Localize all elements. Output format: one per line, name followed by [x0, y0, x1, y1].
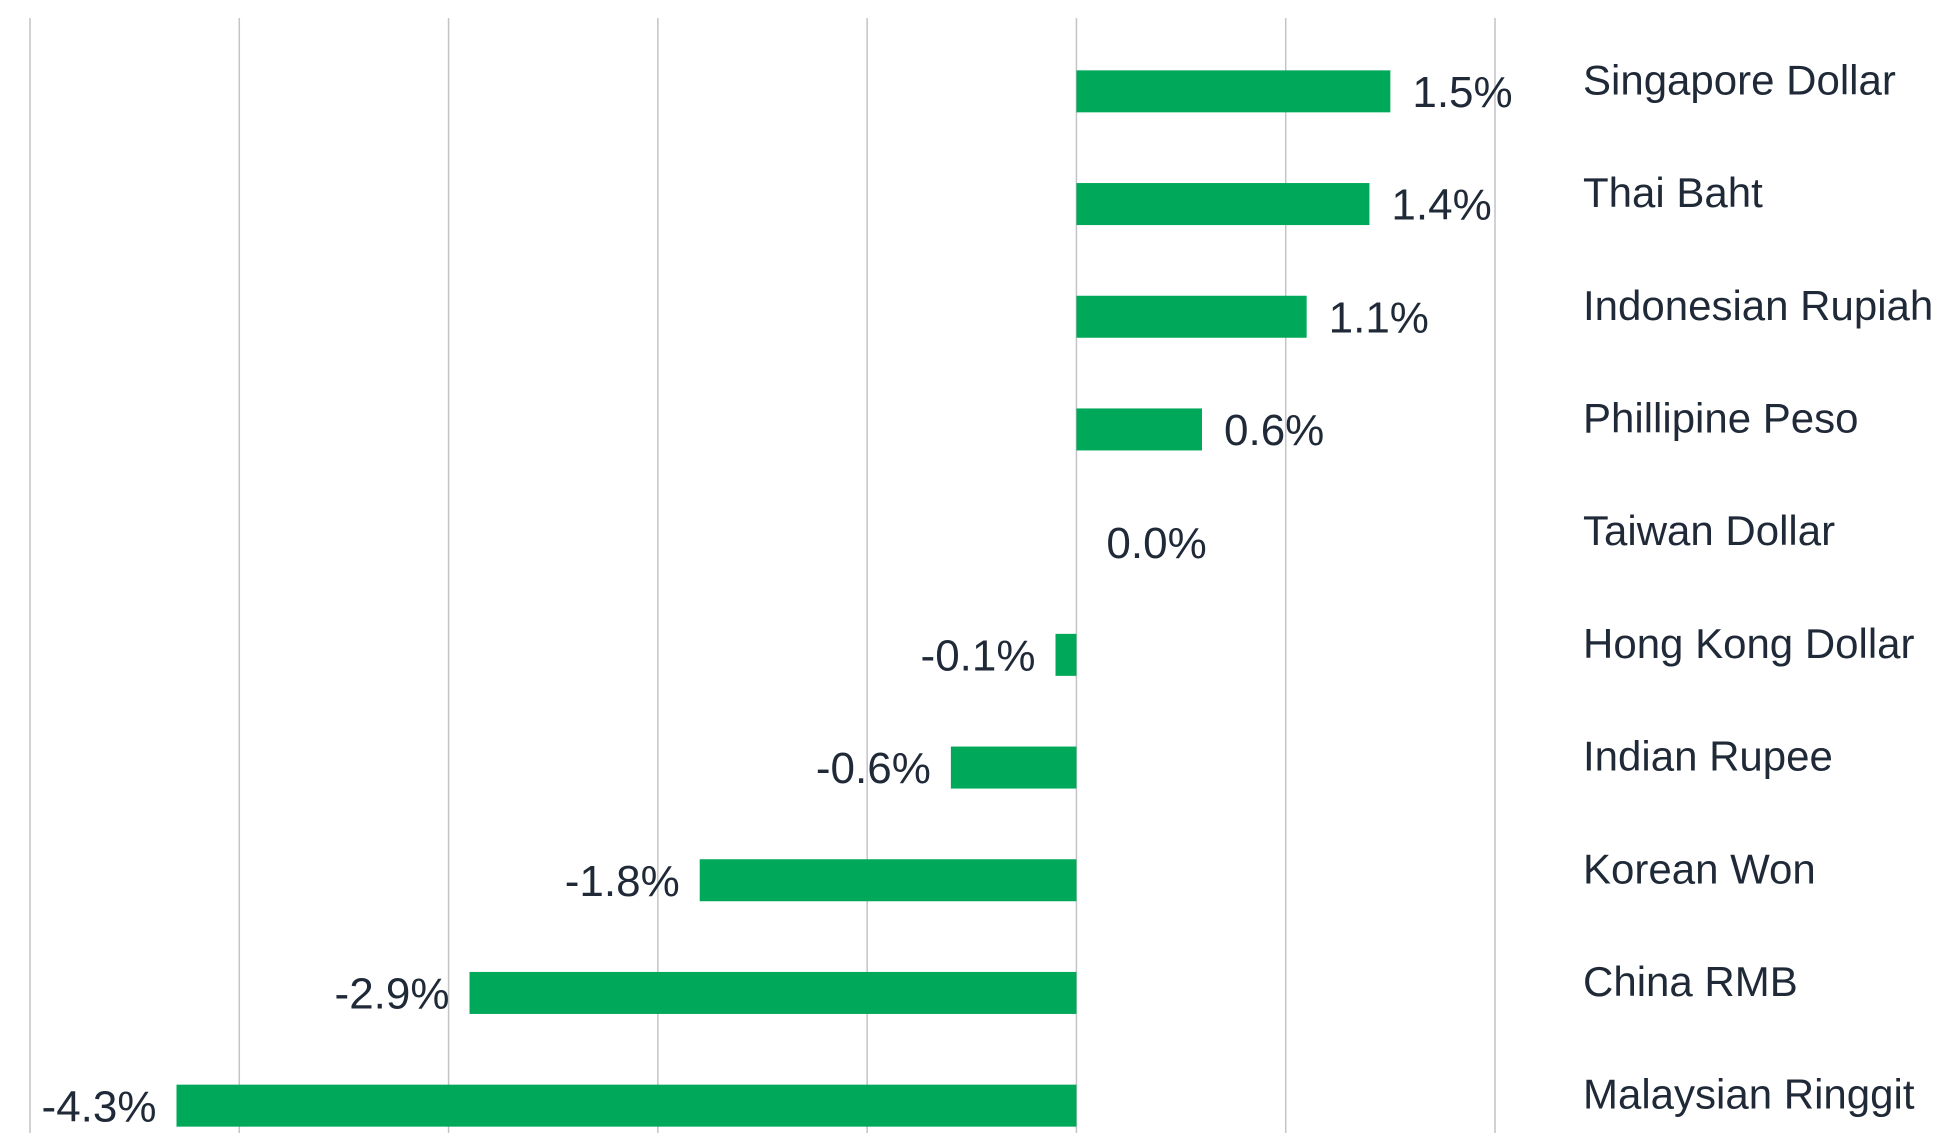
bars — [176, 70, 1391, 1127]
bar — [699, 859, 1077, 902]
data-label: -1.8% — [565, 857, 680, 906]
category-label: Singapore Dollar — [1583, 56, 1896, 103]
category-labels: Singapore Dollar Thai Baht Indonesian Rupi… — [1583, 56, 1933, 1117]
category-label: Phillipine Peso — [1583, 395, 1859, 442]
bar — [1076, 295, 1307, 338]
bar — [1055, 633, 1077, 676]
data-label: 0.0% — [1106, 519, 1206, 568]
data-labels: 1.5% 1.4% 1.1% 0.6% 0.0% -0.1% -0.6% -1.8% -2.9%… — [42, 68, 1513, 1131]
bar — [1076, 183, 1370, 226]
bar — [176, 1084, 1077, 1127]
category-label: China RMB — [1583, 958, 1798, 1005]
category-label: Taiwan Dollar — [1583, 507, 1835, 554]
category-label: Korean Won — [1583, 845, 1816, 892]
category-label: Indonesian Rupiah — [1583, 282, 1933, 329]
data-label: -0.1% — [921, 631, 1036, 680]
category-label: Thai Baht — [1583, 169, 1763, 216]
data-label: 1.5% — [1412, 68, 1512, 117]
bar — [1076, 408, 1202, 451]
data-label: 1.1% — [1329, 293, 1429, 342]
category-label: Hong Kong Dollar — [1583, 620, 1915, 667]
data-label: -2.9% — [335, 970, 450, 1019]
category-label: Indian Rupee — [1583, 733, 1833, 780]
category-label: Malaysian Ringgit — [1583, 1071, 1915, 1118]
data-label: -0.6% — [816, 744, 931, 793]
data-label: 1.4% — [1391, 181, 1491, 230]
bar — [950, 746, 1077, 789]
bar — [469, 971, 1077, 1014]
data-label: -4.3% — [42, 1082, 157, 1131]
data-label: 0.6% — [1224, 406, 1324, 455]
bar — [1076, 70, 1391, 113]
